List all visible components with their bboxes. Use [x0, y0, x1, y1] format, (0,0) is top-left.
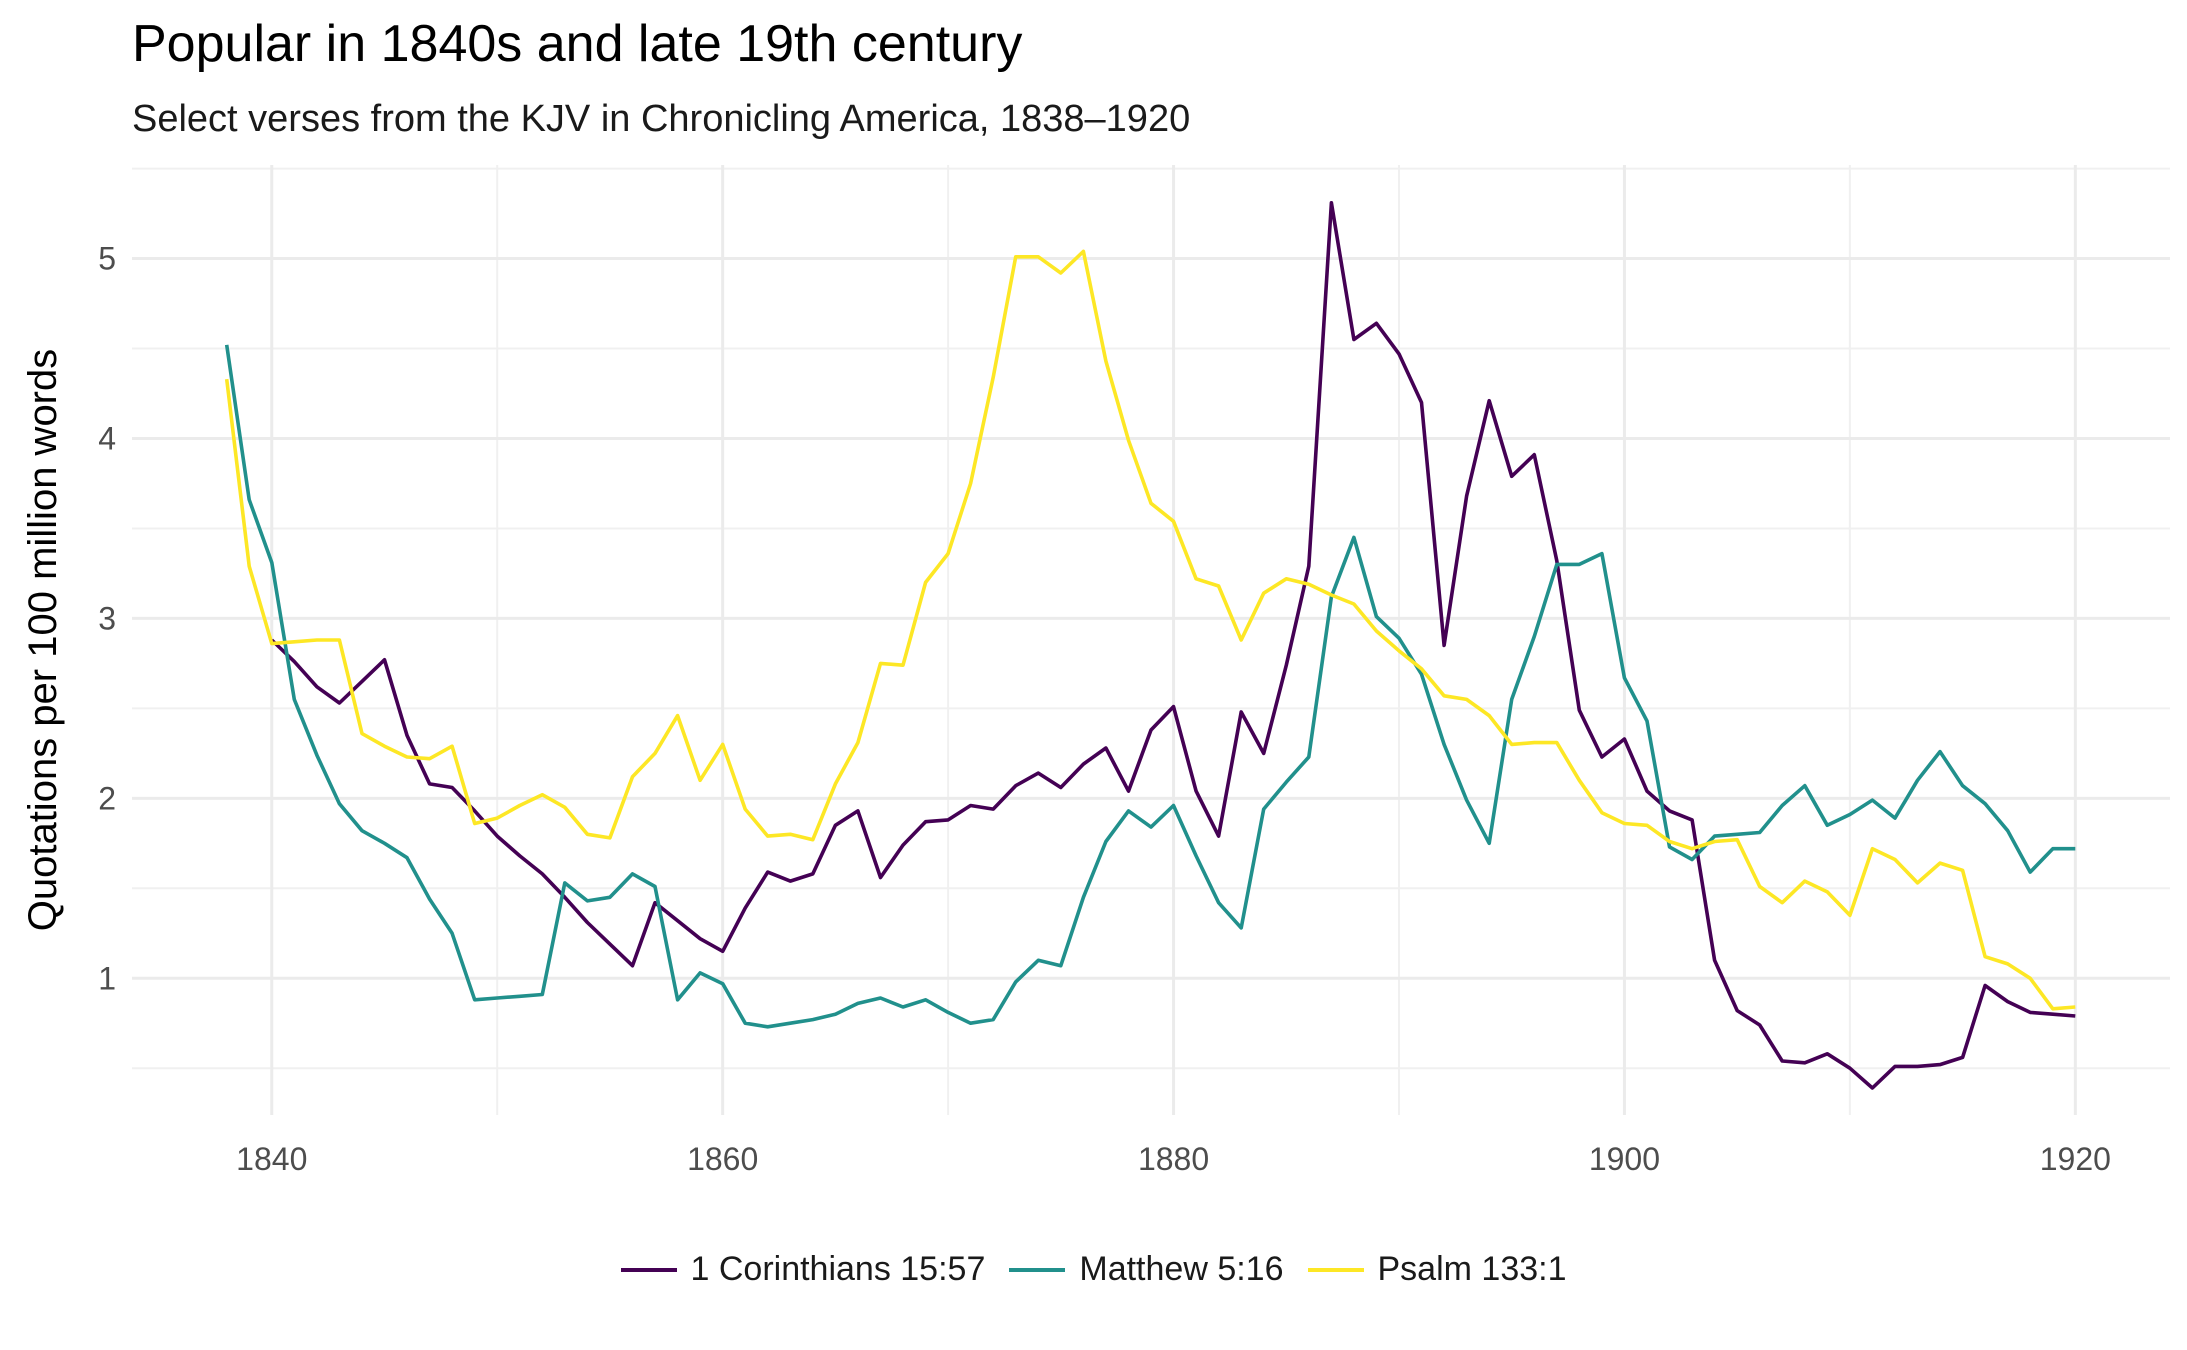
y-tick-label: 1	[98, 960, 116, 996]
legend-key	[620, 1267, 677, 1272]
y-tick-label: 5	[98, 241, 116, 277]
x-tick-label: 1900	[1589, 1141, 1660, 1177]
x-tick-label: 1860	[687, 1141, 758, 1177]
series-line-3	[224, 249, 2076, 1011]
chart-subtitle: Select verses from the KJV in Chroniclin…	[132, 98, 1191, 140]
legend-item: Matthew 5:16	[1009, 1250, 1284, 1289]
legend-item: 1 Corinthians 15:57	[620, 1250, 986, 1289]
y-tick-label: 3	[98, 600, 116, 636]
chart-title: Popular in 1840s and late 19th century	[132, 15, 1023, 73]
legend-label: Psalm 133:1	[1377, 1250, 1567, 1288]
legend-key	[1009, 1267, 1066, 1272]
series-line-1	[270, 201, 2076, 1090]
y-axis-title: Quotations per 100 million words	[21, 349, 65, 932]
x-tick-label: 1880	[1138, 1141, 1209, 1177]
legend-key	[1307, 1267, 1364, 1272]
x-tick-label: 1840	[236, 1141, 307, 1177]
legend-item: Psalm 133:1	[1307, 1250, 1567, 1289]
y-tick-label: 2	[98, 780, 116, 816]
legend-label: Matthew 5:16	[1079, 1250, 1284, 1288]
legend-label: 1 Corinthians 15:57	[690, 1250, 986, 1288]
x-tick-label: 1920	[2040, 1141, 2111, 1177]
y-tick-label: 4	[98, 420, 116, 456]
series-line-2	[224, 344, 2076, 1029]
legend: 1 Corinthians 15:57 Matthew 5:16 Psalm 133…	[0, 1250, 2187, 1289]
